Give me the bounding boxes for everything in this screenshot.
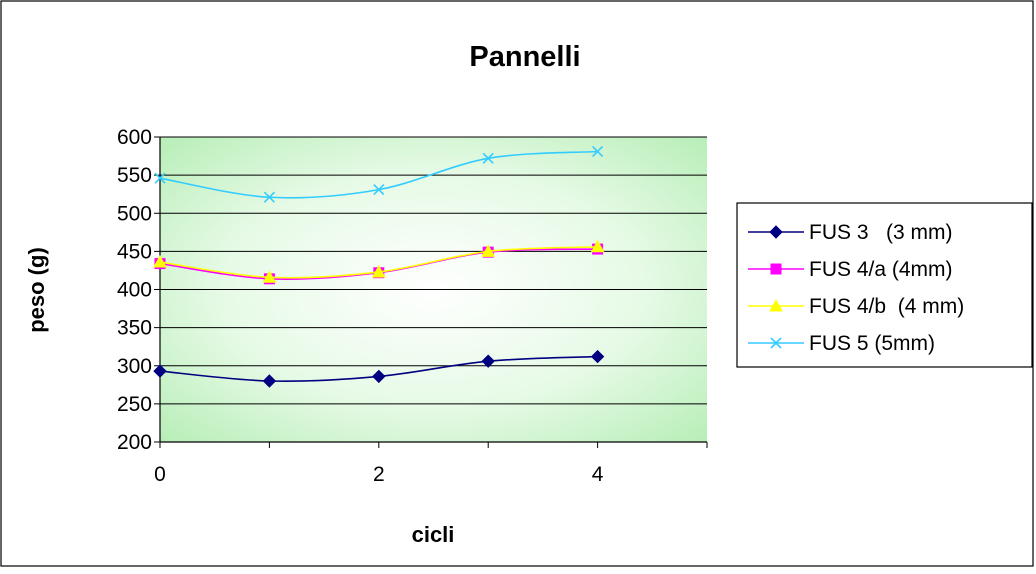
series-0: [153, 349, 605, 388]
series-2: [153, 239, 605, 283]
data-point: [481, 354, 495, 368]
legend-item: FUS 4/b (4 mm): [748, 295, 964, 318]
legend: FUS 3 (3 mm) FUS 4/a (4mm) FUS 4/b (4 mm) F…: [736, 202, 1033, 368]
y-tick-label: 500: [117, 202, 152, 225]
data-point: [153, 364, 167, 378]
legend-label: FUS 3 (3 mm): [809, 221, 953, 244]
data-point: [590, 349, 605, 364]
legend-marker: [770, 263, 782, 275]
y-tick-label: 200: [117, 431, 152, 454]
data-point: [373, 184, 385, 196]
series-3: [154, 145, 604, 203]
x-tick-label: 2: [373, 463, 385, 486]
x-axis-label: cicli: [412, 522, 455, 547]
y-axis-label: peso (g): [24, 247, 49, 333]
marker-stroke: [373, 184, 385, 196]
data-point: [154, 172, 166, 184]
marker-stroke: [263, 191, 275, 203]
marker-stroke: [482, 152, 494, 164]
data-point: [153, 255, 167, 268]
data-point: [262, 270, 277, 283]
data-point: [262, 374, 277, 388]
y-tick-label: 600: [117, 126, 152, 149]
legend-item: FUS 3 (3 mm): [748, 221, 953, 244]
legend-box: [736, 202, 1033, 368]
y-tick-label: 300: [117, 355, 152, 378]
legend-label: FUS 5 (5mm): [809, 332, 935, 355]
y-tick-label: 450: [117, 240, 152, 263]
data-point: [371, 264, 386, 278]
legend-label: FUS 4/a (4mm): [809, 258, 953, 281]
y-tick-label: 550: [117, 164, 152, 187]
marker-stroke: [592, 145, 604, 158]
marker-stroke: [154, 172, 166, 184]
marker-stroke: [770, 337, 782, 349]
x-tick-label: 4: [592, 463, 604, 486]
data-point: [372, 369, 386, 384]
legend-marker: [770, 337, 782, 349]
y-tick-label: 400: [117, 279, 152, 302]
chart-title: Pannelli: [469, 41, 580, 73]
y-tick-label: 350: [117, 317, 152, 340]
data-point: [590, 239, 605, 253]
x-tick-label: 0: [154, 463, 166, 486]
legend-item: FUS 4/a (4mm): [748, 258, 953, 281]
data-point: [263, 191, 275, 203]
data-point: [592, 145, 604, 158]
legend-label: FUS 4/b (4 mm): [809, 295, 964, 318]
data-point: [481, 244, 496, 257]
data-point: [482, 152, 494, 164]
legend-item: FUS 5 (5mm): [748, 332, 935, 355]
legend-marker: [769, 298, 783, 312]
y-tick-label: 250: [117, 393, 152, 416]
legend-marker: [769, 225, 783, 239]
